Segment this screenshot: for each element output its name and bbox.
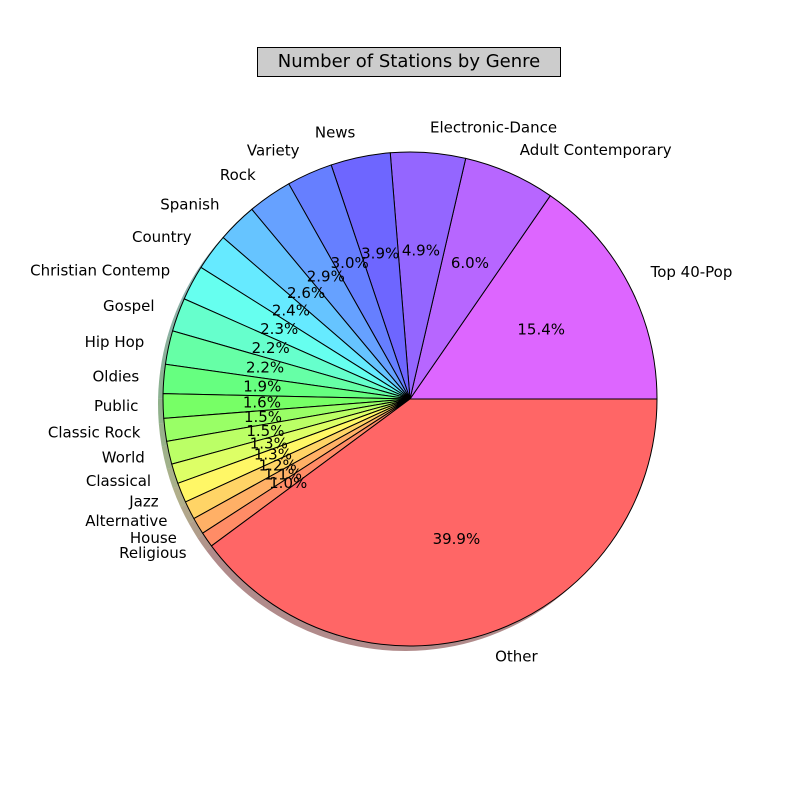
label-adult-contemporary: Adult Contemporary [520,141,672,159]
pct-label-country: 2.4% [272,301,310,319]
label-country: Country [132,228,192,246]
label-other: Other [495,648,538,666]
pie-labels: Top 40-Pop 15.4% Adult Contemporary 6.0% Ele… [30,119,732,666]
label-top-40-pop: Top 40-Pop [650,263,733,281]
label-variety: Variety [247,141,300,159]
pct-label-hip-hop: 2.2% [246,359,284,377]
pct-label-adult-contemporary: 6.0% [451,254,489,272]
pct-label-top-40-pop: 15.4% [517,321,565,339]
label-oldies: Oldies [92,367,139,385]
label-alternative: Alternative [85,512,167,530]
slice-other [210,398,658,647]
label-news: News [315,123,356,141]
label-hip-hop: Hip Hop [85,333,145,351]
pct-label-classic-rock: 1.5% [244,408,282,426]
pct-label-electronic-dance: 4.9% [402,242,440,260]
pct-label-public: 1.6% [243,394,281,412]
pct-label-news: 3.9% [361,244,399,262]
pct-label-other: 39.9% [433,530,481,548]
pct-label-gospel: 2.2% [252,339,290,357]
pct-label-religious: 1.0% [269,474,307,492]
label-rock: Rock [220,166,256,184]
pie-slices [162,151,658,647]
pct-label-spanish: 2.6% [287,284,325,302]
pct-label-jazz: 1.3% [254,446,292,464]
label-classical: Classical [86,472,151,490]
pct-label-classical: 1.3% [250,434,288,452]
label-christian-contemp: Christian Contemp [30,262,170,280]
label-gospel: Gospel [103,297,155,315]
pct-label-variety: 3.0% [331,254,369,272]
label-jazz: Jazz [128,493,158,511]
label-public: Public [94,397,138,415]
pct-label-world: 1.5% [246,422,284,440]
slice-top-40-pop [409,195,658,400]
label-spanish: Spanish [160,196,219,214]
label-religious: Religious [119,544,187,562]
pct-label-christian-contemp: 2.3% [260,320,298,338]
pct-label-house: 1.1% [264,466,302,484]
pct-label-rock: 2.9% [307,268,345,286]
pct-label-alternative: 1.2% [259,456,297,474]
label-world: World [102,449,145,467]
pct-label-oldies: 1.9% [243,377,281,395]
label-electronic-dance: Electronic-Dance [430,119,557,137]
label-classic-rock: Classic Rock [48,424,141,442]
label-house: House [130,529,177,547]
chart-title: Number of Stations by Genre [257,47,561,77]
